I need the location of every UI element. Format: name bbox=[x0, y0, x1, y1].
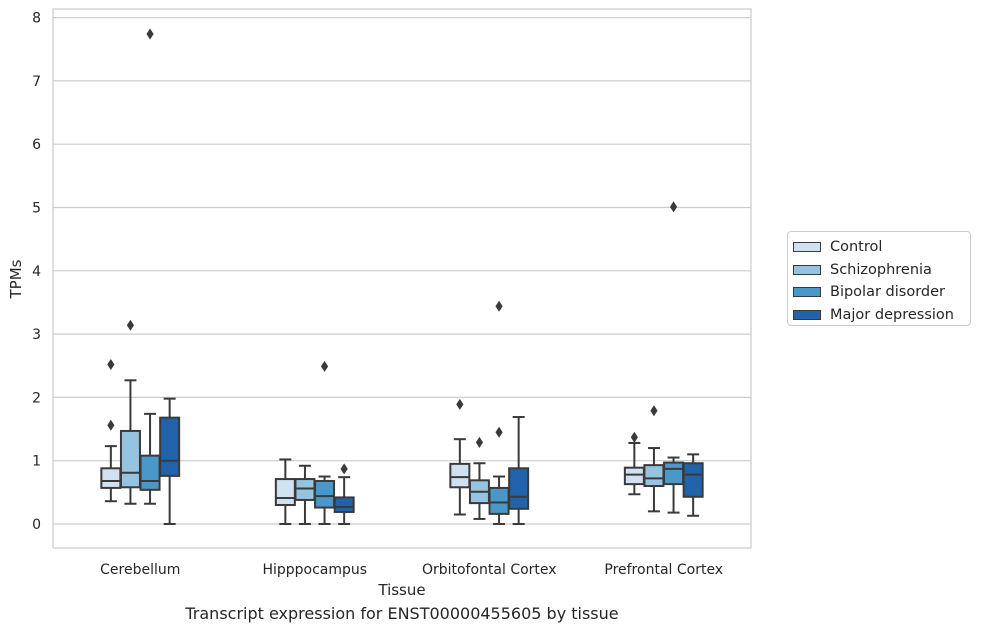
box-iqr bbox=[333, 496, 355, 513]
legend-label: Control bbox=[830, 239, 883, 256]
box-schizophrenia bbox=[468, 436, 490, 520]
box-bipolar-disorder bbox=[663, 201, 685, 514]
box-control bbox=[274, 458, 296, 525]
legend-swatch bbox=[793, 264, 821, 275]
chart-title: Transcript expression for ENST0000045560… bbox=[185, 604, 619, 623]
gridlines bbox=[53, 17, 751, 525]
box-iqr bbox=[488, 486, 510, 515]
box-iqr bbox=[139, 454, 161, 491]
outlier-point bbox=[456, 398, 464, 410]
box-schizophrenia bbox=[643, 405, 665, 513]
legend-item: Schizophrenia bbox=[793, 259, 970, 282]
x-tick-label: Cerebellum bbox=[100, 562, 180, 578]
outlier-point bbox=[126, 319, 135, 331]
box-major-depression bbox=[682, 453, 704, 517]
box-iqr bbox=[274, 478, 296, 507]
outlier-point bbox=[146, 28, 154, 40]
outlier-point bbox=[650, 405, 658, 417]
box-control bbox=[449, 398, 471, 516]
box-major-depression bbox=[333, 463, 355, 525]
outlier-point bbox=[320, 360, 329, 372]
legend-item: Control bbox=[793, 236, 970, 259]
y-axis-ticks: 0 1 2 3 4 5 6 7 8 bbox=[32, 11, 41, 533]
box-iqr bbox=[643, 464, 665, 488]
box-iqr bbox=[100, 467, 122, 489]
legend: Control Schizophrenia Bipolar disorder Majo… bbox=[787, 231, 971, 326]
y-axis-label: TPMs bbox=[7, 259, 25, 299]
box-major-depression bbox=[508, 416, 530, 525]
box-iqr bbox=[623, 466, 645, 486]
x-tick-label: Orbitofontal Cortex bbox=[422, 562, 557, 578]
outlier-point bbox=[495, 426, 503, 438]
y-tick-label: 1 bbox=[32, 454, 41, 470]
box-schizophrenia bbox=[294, 464, 316, 525]
legend-item: Bipolar disorder bbox=[793, 281, 970, 304]
x-axis-label: Tissue bbox=[377, 581, 425, 599]
box-major-depression bbox=[159, 397, 181, 525]
y-tick-label: 4 bbox=[32, 264, 41, 280]
y-tick-label: 6 bbox=[32, 137, 41, 153]
x-axis-ticks: Cerebellum Hipppocampus Orbitofontal Corte… bbox=[100, 562, 723, 578]
x-tick-label: Hipppocampus bbox=[262, 562, 367, 578]
y-tick-label: 8 bbox=[32, 11, 41, 27]
y-tick-label: 0 bbox=[32, 517, 41, 533]
box-iqr bbox=[663, 461, 685, 486]
legend-swatch bbox=[793, 309, 821, 320]
outlier-point bbox=[107, 358, 115, 370]
outlier-point bbox=[340, 463, 348, 475]
box-bipolar-disorder bbox=[488, 300, 510, 525]
box-iqr bbox=[314, 479, 336, 509]
legend-item: Major depression bbox=[793, 304, 970, 327]
outlier-point bbox=[669, 201, 678, 213]
outlier-point bbox=[475, 436, 484, 448]
box-bipolar-disorder bbox=[314, 360, 336, 525]
x-tick-label: Prefrontal Cortex bbox=[604, 562, 723, 578]
box-control bbox=[100, 358, 122, 503]
y-tick-label: 2 bbox=[32, 390, 41, 406]
legend-label: Bipolar disorder bbox=[830, 284, 945, 301]
box-control bbox=[623, 431, 645, 496]
y-tick-label: 7 bbox=[32, 74, 41, 90]
legend-swatch bbox=[793, 287, 821, 298]
y-tick-label: 3 bbox=[32, 327, 41, 343]
outlier-point bbox=[107, 419, 115, 431]
box-schizophrenia bbox=[119, 319, 141, 505]
legend-label: Major depression bbox=[830, 306, 954, 323]
box-iqr bbox=[449, 462, 471, 489]
plot-frame bbox=[52, 8, 752, 549]
y-tick-label: 5 bbox=[32, 201, 41, 217]
box-iqr bbox=[159, 416, 181, 477]
legend-swatch bbox=[793, 242, 821, 253]
legend-label: Schizophrenia bbox=[830, 261, 932, 278]
box-iqr bbox=[119, 429, 141, 489]
box-marks bbox=[100, 28, 704, 525]
outlier-point bbox=[495, 300, 503, 312]
box-iqr bbox=[508, 467, 530, 510]
box-iqr bbox=[682, 462, 704, 498]
outlier-point bbox=[630, 431, 638, 443]
box-bipolar-disorder bbox=[139, 28, 161, 505]
